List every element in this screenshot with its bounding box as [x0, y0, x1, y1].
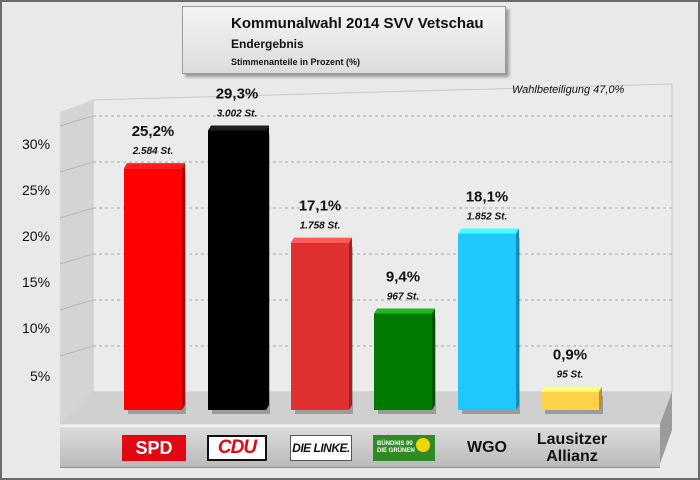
votes-label: 2.584 St. [132, 146, 174, 157]
bar [208, 130, 266, 410]
bar-top [541, 386, 602, 392]
bar-top [124, 163, 185, 169]
bar-side [349, 237, 352, 410]
bar-top [291, 237, 352, 243]
value-label: 9,4% [386, 269, 420, 286]
chart-caption: Stimmenanteile in Prozent (%) [231, 57, 361, 67]
y-tick-label: 30% [22, 136, 51, 152]
bar [458, 233, 516, 410]
value-label: 17,1% [299, 198, 342, 215]
bar-side [432, 308, 435, 410]
lausitzer-allianz-line2: Allianz [546, 448, 598, 465]
votes-label: 1.758 St. [300, 221, 341, 232]
bar-top [458, 228, 519, 234]
value-label: 25,2% [132, 123, 175, 140]
bar [291, 242, 349, 410]
bar-side [182, 163, 185, 410]
gridline-side [59, 161, 94, 173]
wgo-label: WGO [467, 439, 507, 456]
bar [124, 168, 182, 410]
bar [541, 391, 599, 410]
lausitzer-allianz-label: Lausitzer Allianz [528, 428, 616, 468]
floor-side [660, 392, 672, 464]
spd-logo: SPD [122, 435, 186, 461]
gridline-side [59, 207, 94, 219]
gridline-side [59, 299, 94, 311]
y-tick-label: 25% [22, 182, 51, 198]
lausitzer-allianz-line1: Lausitzer [536, 431, 608, 448]
gridline-side [59, 115, 94, 127]
gruene-logo-line2: DIE GRÜNEN [377, 448, 415, 454]
cdu-logo: CDU [207, 435, 267, 461]
chart-subtitle: Endergebnis [231, 37, 304, 51]
turnout-label: Wahlbeteiligung 47,0% [512, 84, 625, 96]
gridline-side [59, 345, 94, 357]
bar-top [208, 125, 269, 131]
bar [374, 313, 432, 410]
left-wall [60, 100, 93, 424]
bar-side [516, 228, 519, 410]
votes-label: 3.002 St. [217, 108, 258, 119]
die-linke-logo: DIE LINKE. [290, 435, 352, 461]
value-label: 29,3% [216, 85, 259, 102]
y-tick-label: 15% [22, 274, 51, 290]
title-box: Kommunalwahl 2014 SVV Vetschau Endergebn… [182, 6, 506, 74]
y-tick-label: 10% [22, 320, 51, 336]
bar-side [266, 125, 269, 410]
y-tick-label: 5% [30, 368, 51, 384]
value-label: 0,9% [553, 347, 587, 364]
gruene-logo-line1: BÜNDNIS 90 [377, 441, 413, 447]
votes-label: 95 St. [557, 370, 584, 381]
chart-title: Kommunalwahl 2014 SVV Vetschau [231, 15, 484, 32]
bar-side [599, 386, 602, 410]
gridline-side [59, 253, 94, 265]
votes-label: 1.852 St. [467, 211, 508, 222]
y-tick-label: 20% [22, 228, 51, 244]
votes-label: 967 St. [387, 292, 419, 303]
gruene-logo: BÜNDNIS 90 DIE GRÜNEN [373, 435, 435, 461]
sunflower-icon [416, 438, 430, 452]
value-label: 18,1% [466, 188, 509, 205]
bar-top [374, 308, 435, 314]
